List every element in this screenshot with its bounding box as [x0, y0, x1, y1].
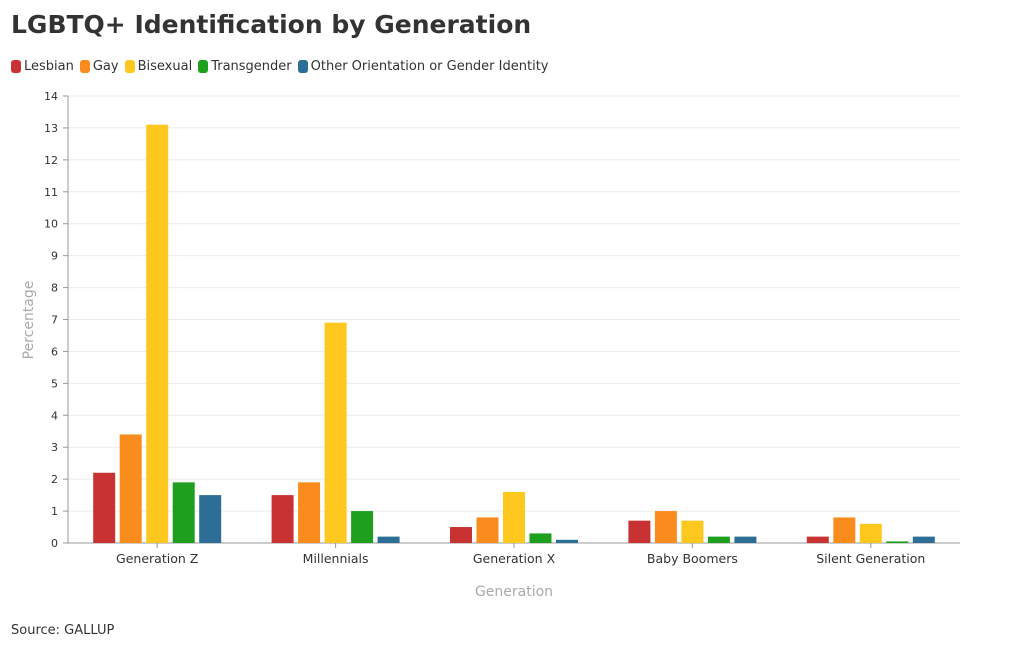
- y-tick-label: 4: [51, 409, 58, 422]
- bar-gay: [119, 434, 142, 543]
- bar-other: [734, 536, 757, 543]
- x-tick-label: Baby Boomers: [647, 551, 738, 566]
- x-axis-label: Generation: [475, 584, 553, 600]
- y-tick-label: 11: [44, 186, 58, 199]
- bar-transgender: [886, 541, 909, 543]
- y-tick-label: 2: [51, 473, 58, 486]
- y-tick-label: 1: [51, 505, 58, 518]
- x-tick-label: Silent Generation: [816, 551, 925, 566]
- y-tick-label: 13: [44, 122, 58, 135]
- y-tick-label: 7: [51, 314, 58, 327]
- x-tick-label: Millennials: [303, 551, 369, 566]
- x-tick-label: Generation Z: [116, 551, 198, 566]
- bar-other: [377, 536, 400, 543]
- legend-swatch: [297, 60, 308, 73]
- legend-label: Bisexual: [137, 59, 193, 74]
- legend: Lesbian Gay Bisexual Transgender Other Orien…: [11, 59, 554, 74]
- bar-gay: [476, 517, 499, 543]
- bar-bisexual: [503, 491, 525, 543]
- bar-transgender: [707, 536, 730, 543]
- source-note: Source: GALLUP: [11, 623, 115, 638]
- legend-label: Transgender: [211, 59, 292, 74]
- y-tick-label: 6: [51, 345, 58, 358]
- bar-other: [912, 536, 935, 543]
- bar-lesbian: [806, 536, 829, 543]
- legend-label: Other Orientation or Gender Identity: [310, 59, 549, 74]
- legend-item[interactable]: Gay: [79, 59, 119, 74]
- bar-transgender: [172, 482, 195, 543]
- legend-swatch: [124, 60, 135, 73]
- bar-lesbian: [450, 527, 472, 543]
- bar-other: [556, 539, 578, 543]
- legend-swatch: [11, 60, 21, 73]
- y-tick-label: 3: [51, 441, 58, 454]
- bar-lesbian: [628, 520, 651, 543]
- y-tick-label: 5: [51, 377, 58, 390]
- y-tick-label: 8: [51, 282, 58, 295]
- legend-item[interactable]: Lesbian: [11, 59, 74, 74]
- y-tick-label: 14: [44, 90, 58, 103]
- legend-item[interactable]: Transgender: [198, 59, 292, 74]
- legend-item[interactable]: Bisexual: [124, 59, 193, 74]
- bar-bisexual: [681, 520, 704, 543]
- bar-bisexual: [859, 523, 882, 543]
- bar-gay: [654, 511, 677, 543]
- y-axis-label: Percentage: [21, 281, 37, 360]
- bar-gay: [298, 482, 321, 543]
- bar-gay: [833, 517, 856, 543]
- bar-lesbian: [93, 472, 116, 543]
- legend-label: Lesbian: [24, 59, 74, 74]
- bar-lesbian: [271, 495, 294, 543]
- y-tick-label: 9: [51, 250, 58, 263]
- bar-other: [199, 495, 222, 543]
- legend-swatch: [198, 60, 209, 73]
- bar-transgender: [351, 511, 374, 543]
- y-tick-label: 12: [44, 154, 58, 167]
- y-tick-label: 0: [51, 537, 58, 550]
- bar-transgender: [529, 533, 552, 543]
- legend-label: Gay: [92, 59, 119, 74]
- bar-bisexual: [324, 322, 347, 543]
- x-tick-label: Generation X: [473, 551, 556, 566]
- chart-title: LGBTQ+ Identification by Generation: [11, 10, 532, 39]
- legend-swatch: [79, 60, 90, 73]
- y-tick-label: 10: [44, 218, 58, 231]
- legend-item[interactable]: Other Orientation or Gender Identity: [297, 59, 549, 74]
- bar-bisexual: [146, 124, 169, 543]
